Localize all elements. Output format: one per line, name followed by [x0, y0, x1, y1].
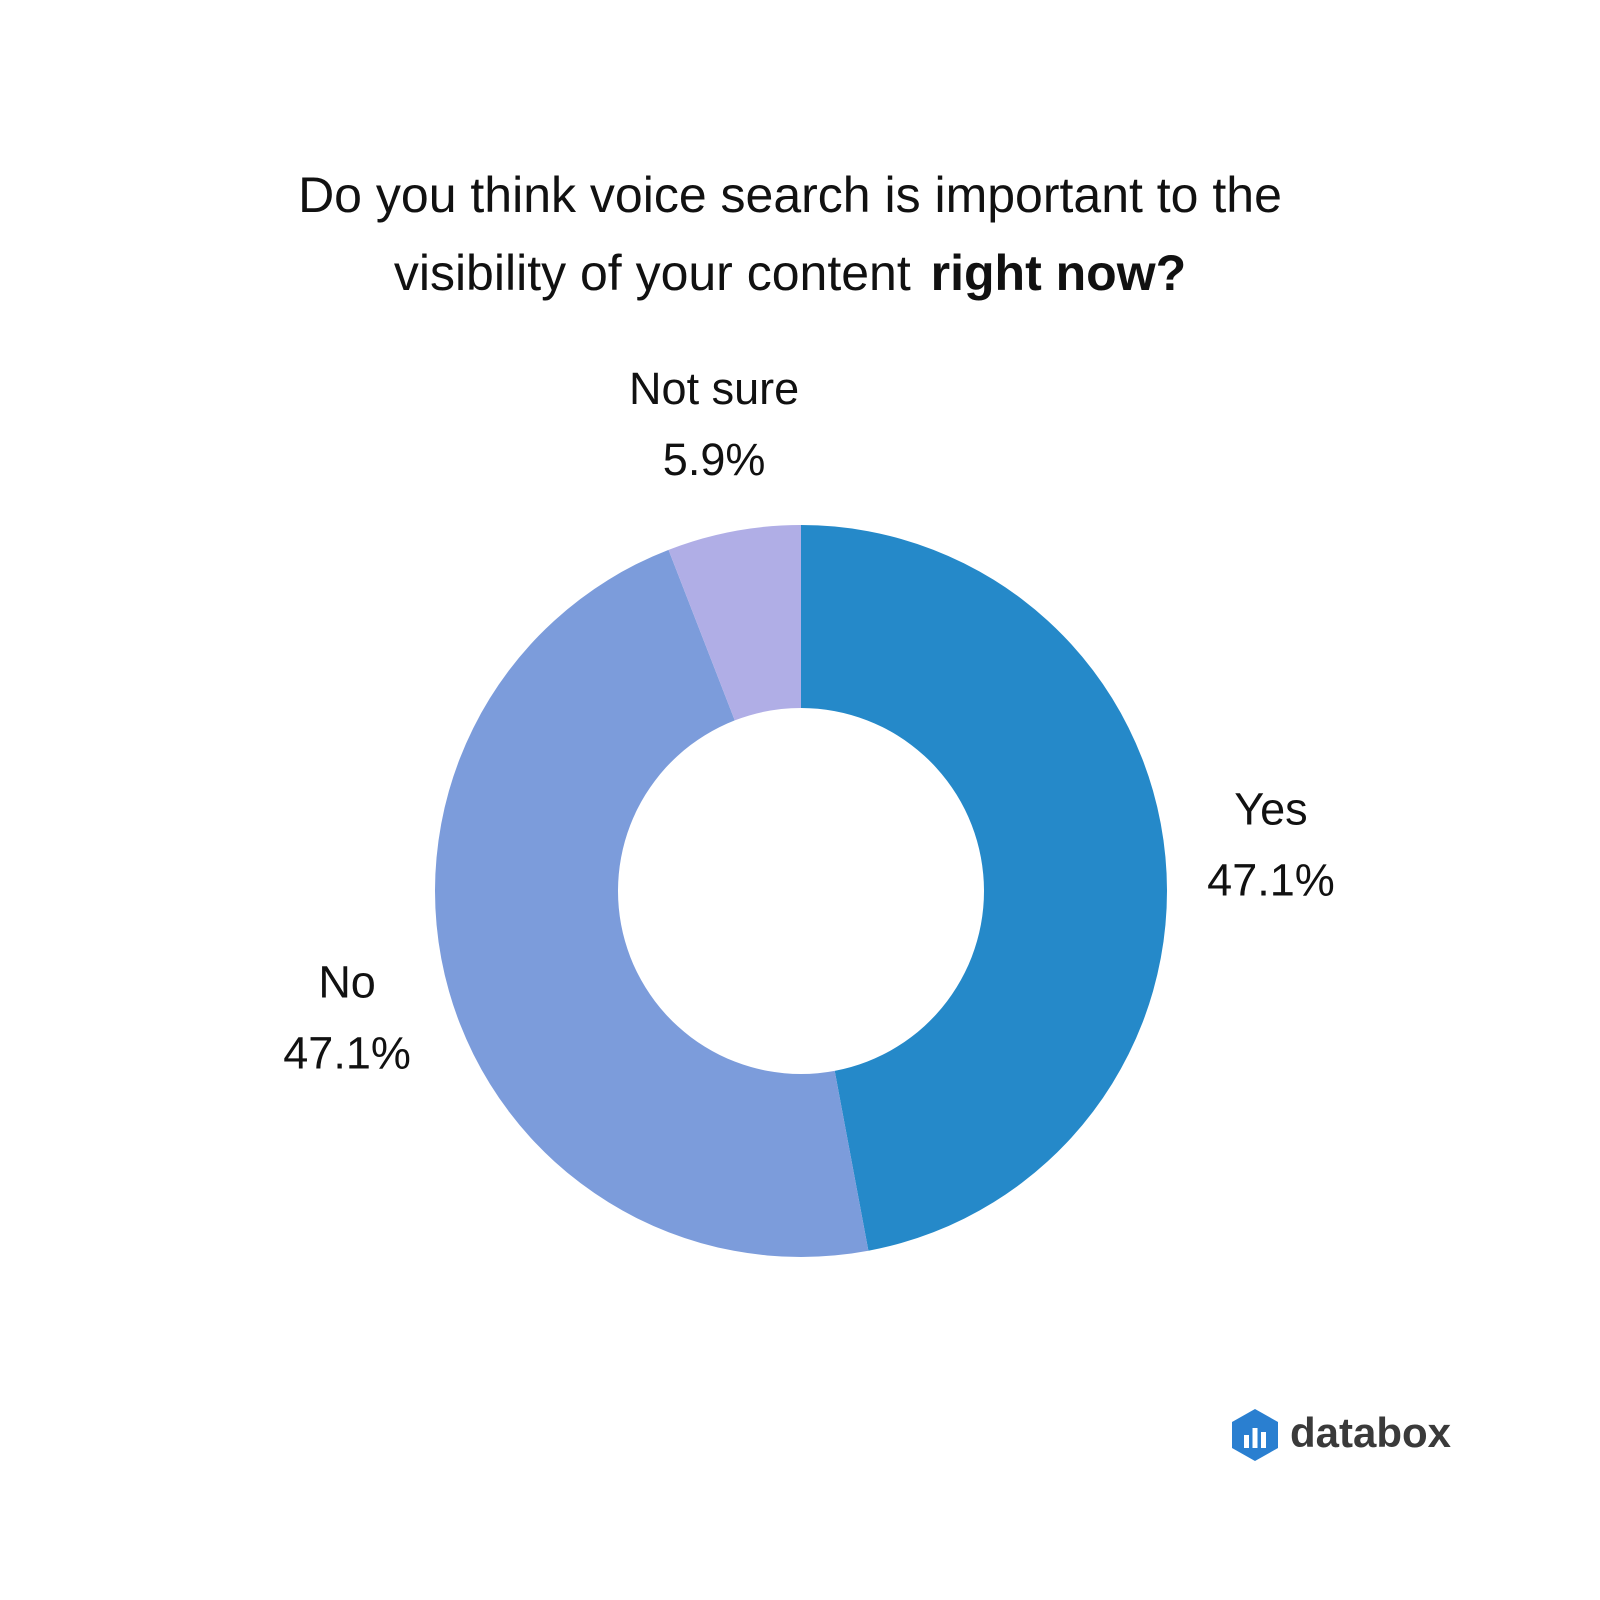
slice-category-label: No: [318, 956, 376, 1007]
donut-slice: [668, 525, 801, 721]
logo-text: databox: [1290, 1409, 1452, 1456]
logo-icon-bar: [1252, 1428, 1258, 1448]
slice-value-label: 47.1%: [1207, 854, 1335, 905]
chart-title-emphasis: right now?: [931, 245, 1187, 301]
donut: [435, 525, 1167, 1257]
donut-slice: [435, 549, 869, 1257]
slice-value-label: 5.9%: [663, 434, 766, 485]
logo-icon-bar: [1261, 1432, 1266, 1448]
slice-category-label: Not sure: [629, 363, 799, 414]
logo-icon-bar: [1244, 1435, 1249, 1448]
slice-category-label: Yes: [1234, 783, 1307, 834]
donut-slice: [801, 525, 1167, 1251]
chart-title-line: visibility of your content right now?: [394, 245, 1186, 301]
logo: databox: [1232, 1409, 1452, 1461]
chart-title-part: visibility of your content: [394, 245, 911, 301]
chart-title-line: Do you think voice search is important t…: [298, 167, 1282, 223]
slice-value-label: 47.1%: [283, 1027, 411, 1078]
